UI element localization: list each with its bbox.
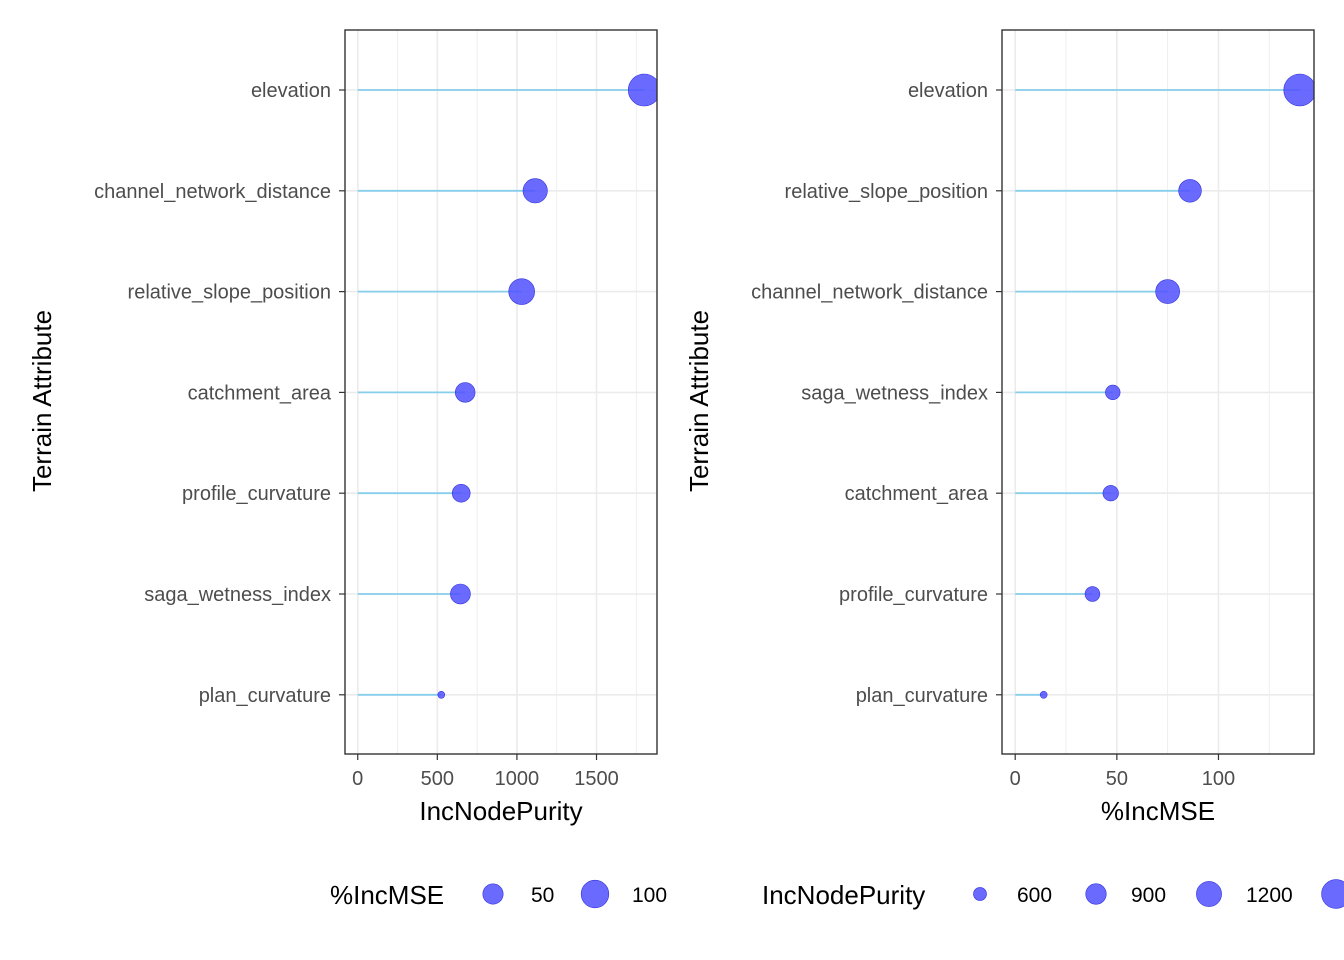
data-point — [1283, 73, 1314, 107]
data-point — [508, 278, 535, 305]
data-point — [1105, 384, 1121, 401]
y-tick-label: elevation — [908, 80, 988, 102]
legend-label: 900 — [1131, 884, 1166, 907]
legend-label: 50 — [531, 884, 554, 907]
y-tick-label: relative_slope_position — [128, 282, 331, 304]
x-tick-label: 1500 — [574, 768, 619, 790]
x-tick-label: 500 — [421, 768, 454, 790]
y-tick-label: saga_wetness_index — [144, 584, 331, 606]
x-tick-label: 100 — [1202, 768, 1235, 790]
data-point — [522, 178, 548, 204]
data-point — [454, 382, 476, 403]
plot-area — [1002, 30, 1314, 754]
y-tick-label: catchment_area — [845, 483, 989, 505]
data-point — [437, 690, 446, 699]
y-axis-title: Terrain Attribute — [27, 310, 57, 492]
legend-label: 1200 — [1246, 884, 1293, 907]
legend-title: %IncMSE — [330, 880, 444, 910]
x-tick-label: 1000 — [495, 768, 540, 790]
x-tick-label: 0 — [1010, 768, 1021, 790]
x-axis-title: IncNodePurity — [419, 796, 582, 826]
x-axis-title: %IncMSE — [1101, 796, 1215, 826]
legend-title: IncNodePurity — [762, 880, 925, 910]
data-point — [1155, 279, 1180, 304]
y-tick-label: channel_network_distance — [94, 181, 331, 203]
data-point — [1102, 485, 1119, 502]
data-point — [1039, 690, 1048, 699]
plot-area — [345, 30, 657, 754]
legend: IncNodePurity60090012001500 — [762, 879, 1344, 910]
y-tick-label: catchment_area — [188, 382, 332, 404]
x-tick-label: 50 — [1106, 768, 1128, 790]
y-axis-title: Terrain Attribute — [684, 310, 714, 492]
right-chart-panel: elevation relative_slope_position channel_… — [684, 29, 1344, 910]
data-point — [451, 483, 471, 503]
y-tick-label: profile_curvature — [182, 483, 331, 505]
y-tick-label: relative_slope_position — [785, 181, 988, 203]
data-point — [450, 583, 471, 605]
y-tick-label: plan_curvature — [856, 685, 988, 707]
legend-label: 100 — [632, 884, 667, 907]
y-tick-label: plan_curvature — [199, 685, 331, 707]
data-point — [1178, 179, 1202, 203]
legend-key — [482, 883, 504, 905]
y-tick-label: profile_curvature — [839, 584, 988, 606]
left-chart-panel: elevation channel_network_distancerelativ… — [27, 29, 667, 910]
data-point — [627, 73, 657, 107]
y-tick-label: saga_wetness_index — [801, 382, 988, 404]
y-tick-label: elevation — [251, 80, 331, 102]
y-tick-label: channel_network_distance — [751, 282, 988, 304]
legend-key — [580, 879, 610, 909]
legend: %IncMSE 50 100 — [330, 879, 667, 910]
legend-key — [1321, 879, 1344, 909]
legend-key — [1085, 883, 1107, 905]
data-point — [1084, 586, 1101, 602]
legend-key — [973, 887, 987, 901]
legend-key — [1196, 881, 1222, 907]
legend-label: 600 — [1017, 884, 1052, 907]
x-tick-label: 0 — [352, 768, 363, 790]
